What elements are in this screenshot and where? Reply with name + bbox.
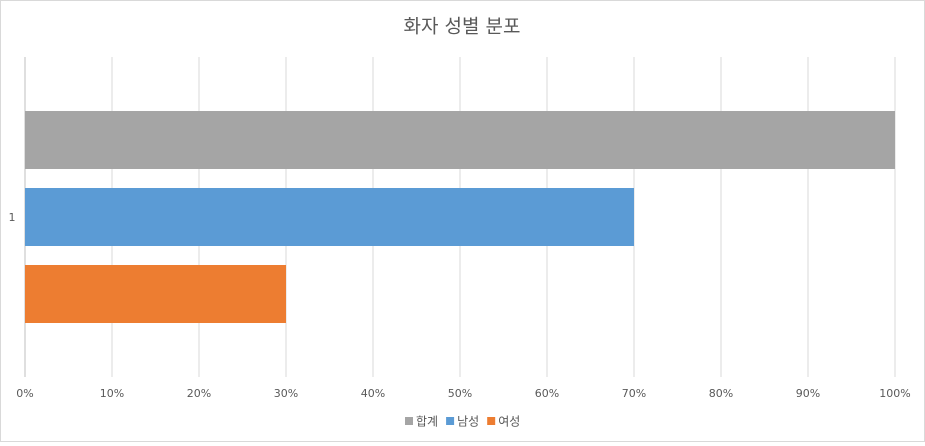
bar [25,265,286,323]
legend-swatch [446,417,455,425]
legend-swatch [405,417,413,425]
x-tick-label: 80% [709,387,733,400]
x-tick-label: 30% [274,387,298,400]
legend-label: 합계 [416,415,438,429]
bar [25,111,895,169]
x-tick-label: 10% [100,387,124,400]
x-tick-label: 50% [448,387,472,400]
x-tick-label: 20% [187,387,211,400]
legend-label: 남성 [457,415,479,429]
x-tick-label: 60% [535,387,559,400]
legend-swatch [487,417,496,425]
legend-label: 여성 [498,415,520,429]
x-tick-label: 40% [361,387,385,400]
y-tick-label: 1 [9,211,16,224]
x-tick-label: 0% [16,387,33,400]
x-tick-label: 90% [796,387,820,400]
x-tick-label: 100% [879,387,910,400]
chart-title: 화자 성별 분포 [404,16,521,38]
x-tick-label: 70% [622,387,646,400]
bar [25,188,634,246]
